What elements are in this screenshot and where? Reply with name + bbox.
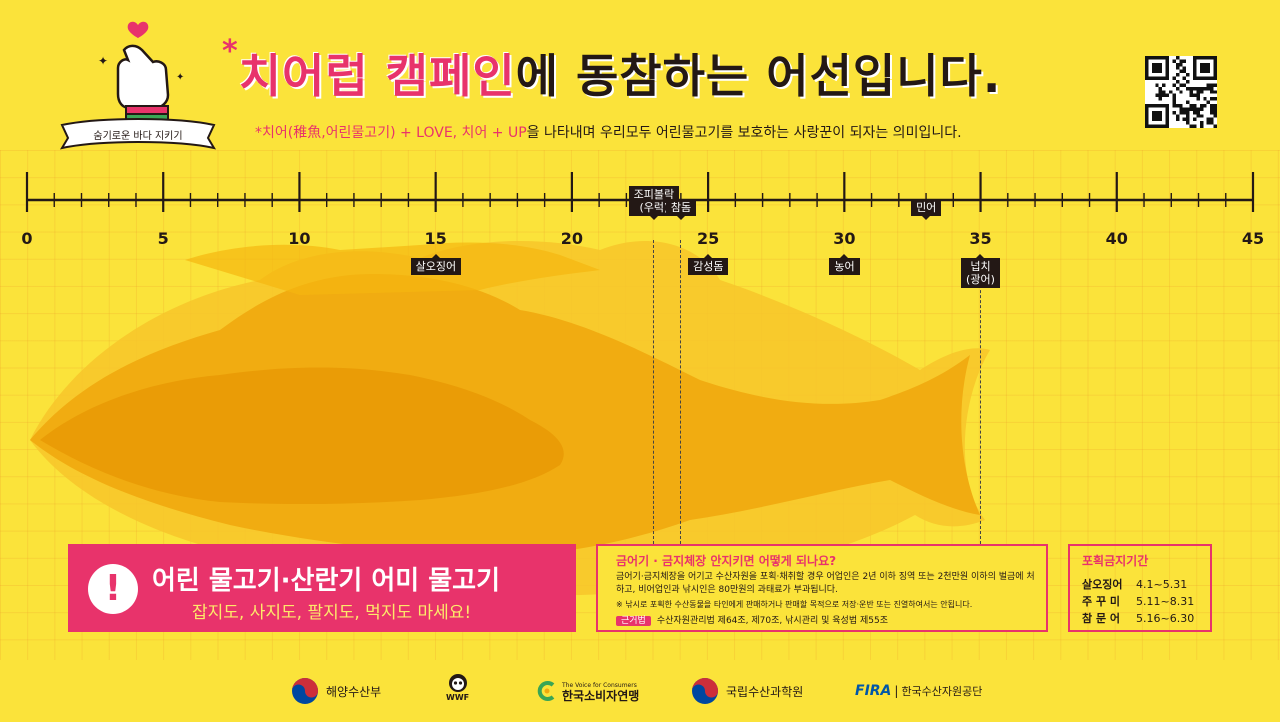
ban-row: 참 문 어 5.16~6.30 (1082, 610, 1194, 626)
ruler-label: 15 (425, 229, 447, 248)
penalty-law: 근거법 수산자원관리법 제64조, 제70조, 낚시관리 및 육성법 제55조 (616, 613, 888, 626)
logo-mof-text: 해양수산부 (326, 684, 382, 699)
fish-illustration (30, 240, 990, 596)
subtitle-meaning: 을 나타내며 우리모두 어린물고기를 보호하는 사랑꾼이 되자는 의미입니다. (526, 125, 962, 141)
ruler-label: 25 (697, 229, 719, 248)
penalty-note: ※ 낚시로 포획한 수산동물을 타인에게 판매하거나 판매할 목적으로 저장·운… (616, 600, 973, 609)
panda-icon (448, 674, 467, 692)
footer (0, 660, 1280, 722)
ruler-label: 45 (1242, 229, 1264, 248)
ruler-label: 20 (561, 229, 583, 248)
ban-period-box: 포획금지기간 살오징어 4.1~5.31 주 꾸 미 5.11~8.31 참 문 어… (1068, 544, 1212, 632)
logo-fira[interactable]: FIRA | 한국수산자원공단 (855, 683, 983, 699)
fish-size-tag: 감성돔 (688, 254, 729, 275)
penalty-info-box: 금어기 · 금지체장 안지키면 어떻게 되나요? 금어기·금지체장을 어기고 수… (596, 544, 1048, 632)
warning-line2: 잡지도, 사지도, 팔지도, 먹지도 마세요! (192, 603, 472, 623)
law-label: 근거법 (616, 616, 651, 626)
hand-heart-badge: 숨기로운 바다 지키기 ✦ ✦ (59, 21, 217, 150)
logo-nifs[interactable]: 국립수산과학원 (690, 676, 803, 706)
ruler-label: 0 (21, 229, 32, 248)
penalty-heading: 금어기 · 금지체장 안지키면 어떻게 되나요? (616, 554, 837, 568)
logo-mof[interactable]: 해양수산부 (290, 676, 381, 706)
logo-nifs-text: 국립수산과학원 (726, 684, 804, 699)
svg-text:✦: ✦ (176, 72, 184, 83)
warning-box: ! 어린 물고기·산란기 어미 물고기 잡지도, 사지도, 팔지도, 먹지도 마… (68, 544, 576, 632)
ban-row-period: 5.11~8.31 (1136, 595, 1195, 608)
ruler-label: 30 (833, 229, 855, 248)
title-rest: 에 동참하는 어선입니다. (515, 49, 1002, 103)
logo-consumer-text: 한국소비자연맹 (562, 689, 640, 703)
logo-fira-text: 한국수산자원공단 (901, 685, 983, 698)
fish-size-tag: 농어 (829, 254, 860, 275)
warning-line1: 어린 물고기·산란기 어미 물고기 (152, 566, 500, 596)
ban-row-name: 살오징어 (1082, 578, 1123, 591)
dash-line-rockfish (653, 240, 654, 544)
fish-size-tag: 참돔 (665, 199, 697, 220)
title-campaign: 치어럽 캠페인 (238, 49, 516, 103)
subtitle-definition: *치어(稚魚,어린물고기) + LOVE, 치어 + UP (255, 125, 527, 141)
logo-fira-mark: FIRA (855, 683, 892, 699)
consumer-c-icon (537, 681, 555, 701)
fish-size-tag: 살오징어 (410, 254, 462, 275)
ban-row: 주 꾸 미 5.11~8.31 (1082, 593, 1194, 609)
ban-row-name: 참 문 어 (1082, 612, 1121, 625)
ruler-label: 40 (1106, 229, 1128, 248)
ruler-label: 35 (969, 229, 991, 248)
logo-wwf-text: WWF (446, 693, 470, 702)
fish-size-tag: 넙치 (광어) (961, 254, 1000, 288)
taegeuk-icon (692, 678, 718, 704)
dash-line-seabream (680, 240, 681, 544)
logo-consumer-small: The Voice for Consumers (562, 682, 637, 689)
badge-ribbon-text: 숨기로운 바다 지키기 (93, 130, 182, 142)
taegeuk-icon (292, 678, 318, 704)
exclamation-icon: ! (88, 564, 138, 614)
law-text: 수산자원관리법 제64조, 제70조, 낚시관리 및 육성법 제55조 (656, 616, 888, 626)
qr-code[interactable] (1145, 56, 1217, 128)
ban-row-period: 5.16~6.30 (1136, 612, 1195, 625)
ban-row-period: 4.1~5.31 (1136, 578, 1188, 591)
logo-consumer[interactable]: The Voice for Consumers 한국소비자연맹 (536, 676, 639, 706)
ruler-label: 5 (158, 229, 169, 248)
ban-row: 살오징어 4.1~5.31 (1082, 576, 1187, 592)
penalty-body: 금어기·금지체장을 어기고 수산자원을 포획·채취할 경우 어업인은 2년 이하… (616, 572, 1035, 595)
logo-wwf[interactable]: WWF (446, 671, 469, 707)
title-star: * (222, 34, 239, 69)
fish-size-tag: 민어 (911, 199, 942, 220)
ban-period-heading: 포획금지기간 (1082, 554, 1149, 568)
page-subtitle: *치어(稚魚,어린물고기) + LOVE, 치어 + UP을 나타내며 우리모두… (255, 122, 962, 142)
svg-text:✦: ✦ (98, 54, 108, 68)
dash-line-flounder (980, 270, 981, 544)
ban-row-name: 주 꾸 미 (1082, 595, 1121, 608)
ruler-label: 10 (288, 229, 310, 248)
page-title: *치어럽 캠페인에 동참하는 어선입니다. (222, 34, 1002, 106)
